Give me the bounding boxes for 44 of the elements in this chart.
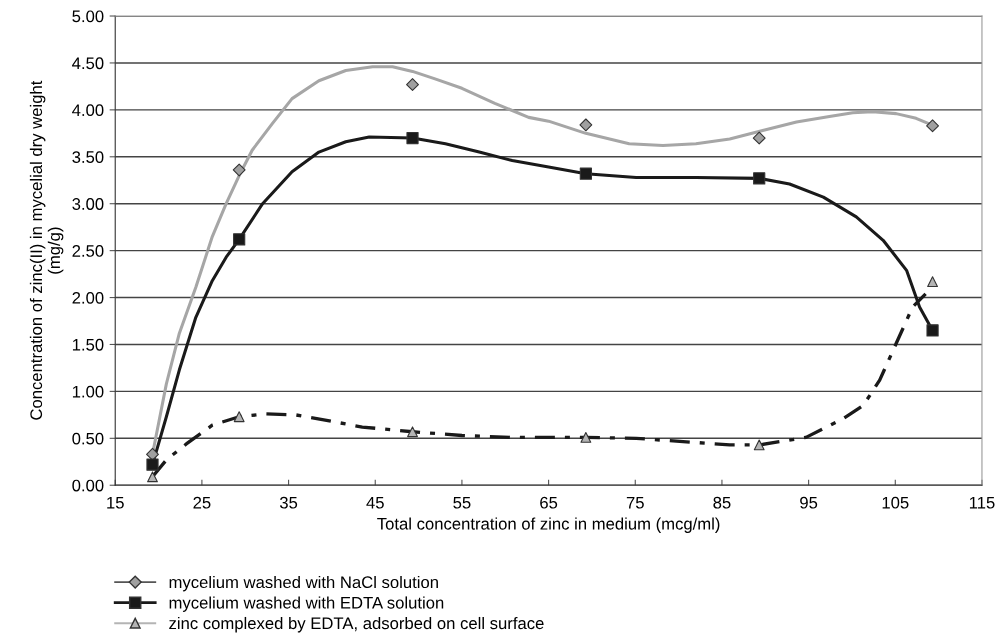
- y-tick-label: 5.00: [72, 10, 104, 23]
- point: [406, 78, 419, 91]
- y-axis-title: Concentration of zinc(II) in mycelial dry weight (mg/g): [29, 80, 64, 420]
- point: [406, 131, 419, 145]
- y-tick-label: 0.00: [72, 479, 104, 492]
- point: [753, 439, 765, 451]
- point: [407, 426, 418, 438]
- x-tick-label: 45: [366, 496, 384, 509]
- point: [580, 431, 592, 443]
- x-tick-label: 65: [540, 496, 558, 509]
- x-tick-label: 55: [453, 496, 471, 509]
- legend-label: zinc complexed by EDTA, adsorbed on cell surface: [169, 616, 544, 633]
- x-tick-label: 85: [713, 496, 731, 509]
- point: [579, 118, 593, 132]
- y-tick-label: 3.00: [72, 198, 104, 210]
- x-axis-title: Total concentration of zinc in medium (mcg/ml): [377, 517, 720, 533]
- x-tick-label: 75: [626, 496, 644, 509]
- point: [147, 471, 158, 483]
- y-tick-label: 3.50: [72, 151, 104, 163]
- legend-label: mycelium washed with EDTA solution: [169, 596, 444, 612]
- y-tick-label: 4.50: [72, 57, 104, 70]
- point: [579, 167, 592, 180]
- y-tick-label: 0.50: [72, 432, 104, 445]
- x-tick-label: 105: [882, 496, 909, 509]
- y-tick-label: 2.50: [72, 245, 104, 257]
- point: [926, 324, 939, 337]
- x-tick-label: 25: [193, 496, 211, 509]
- point: [146, 458, 159, 471]
- legend-label: mycelium washed with NaCl solution: [169, 575, 438, 592]
- point: [752, 131, 766, 145]
- point: [753, 172, 766, 185]
- x-tick-label: 95: [800, 496, 818, 509]
- y-tick-label: 1.00: [72, 385, 104, 398]
- point: [233, 233, 246, 246]
- point: [233, 411, 245, 423]
- point: [232, 163, 246, 177]
- point: [926, 119, 940, 133]
- x-tick-label: 115: [969, 496, 995, 509]
- x-tick-label: 15: [107, 496, 124, 509]
- x-tick-label: 35: [279, 496, 298, 509]
- point: [927, 276, 938, 288]
- y-tick-label: 4.00: [72, 104, 104, 117]
- y-tick-label: 1.50: [72, 338, 104, 351]
- y-tick-label: 2.00: [72, 291, 104, 304]
